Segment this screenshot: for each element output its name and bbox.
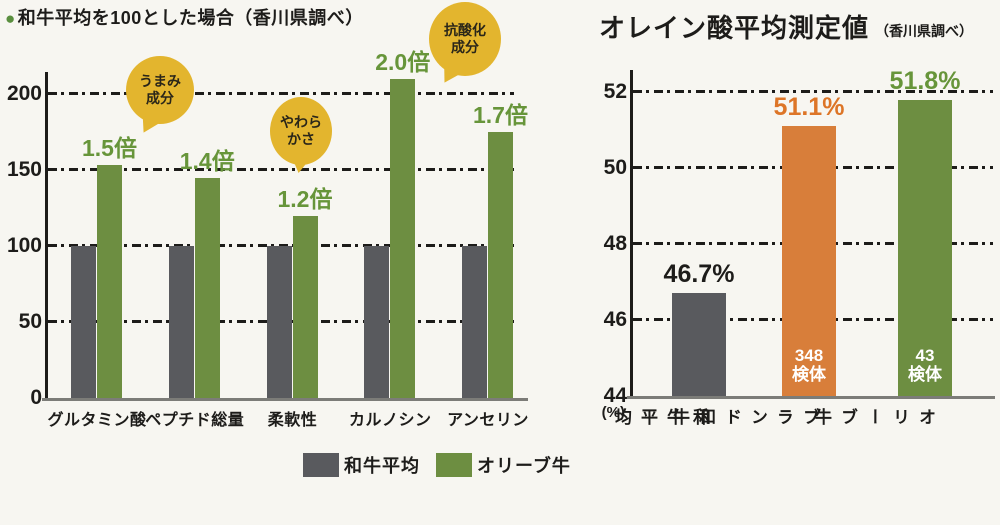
left-category-label-3: カルノシン (348, 412, 432, 429)
left-gridline-150 (48, 168, 514, 171)
left-ytick-200: 200 (6, 82, 42, 105)
right-chart-title-note: （香川県調べ） (875, 23, 974, 39)
left-ytick-100: 100 (6, 234, 42, 257)
left-bar-chart-plot: 0 50 100 150 200 1.5倍グルタミン酸 1.4倍ペプチド総量 1.2倍柔軟性 2… (7, 49, 528, 429)
bar-1-oleic: 348 検体 (782, 126, 836, 396)
right-ytick-52: 52 (603, 80, 627, 103)
oleic-value-label-0: 46.7% (663, 260, 735, 289)
right-bar-chart-plot: (%) 44 46 48 50 52 46.7% 和牛平均 348 検体 51.1% ブランド和牛… (602, 66, 995, 427)
left-category-label-0: グルタミン酸 (47, 412, 147, 429)
left-x-axis-line (42, 398, 528, 401)
right-chart-title-text: オレイン酸平均測定値 (599, 13, 870, 43)
multiplier-label-2: 1.2倍 (277, 185, 333, 212)
umami-annotation-bubble: うまみ成分 (126, 56, 194, 124)
olive-beef-label: オリーブ牛 (477, 456, 571, 476)
multiplier-label-0: 1.5倍 (82, 135, 137, 162)
legend-item-wagyu-average: 和牛平均 (303, 452, 420, 478)
multiplier-label-1: 1.4倍 (179, 147, 235, 174)
left-category-label-2: 柔軟性 (267, 412, 318, 429)
left-ytick-50: 50 (18, 310, 42, 333)
wagyu-average-label: 和牛平均 (344, 456, 420, 476)
legend-item-olive-beef: オリーブ牛 (436, 452, 571, 478)
bar-olive-beef-2 (292, 215, 318, 398)
right-ytick-44: 44 (603, 384, 627, 407)
bar-2-oleic: 43 検体 (898, 99, 952, 396)
tenderness-annotation-text: やわらかさ (280, 113, 322, 148)
bar-0-oleic (672, 293, 726, 396)
multiplier-label-4: 1.7倍 (473, 102, 528, 128)
green-bullet-icon: ● (5, 9, 16, 28)
right-category-label-1: ブランド和牛 (670, 408, 819, 427)
right-chart-title: オレイン酸平均測定値 （香川県調べ） (599, 8, 973, 45)
olive-beef-swatch (436, 453, 472, 477)
bar-olive-beef-4 (488, 132, 513, 398)
oleic-value-label-2: 51.8% (889, 66, 961, 95)
right-ytick-50: 50 (603, 156, 627, 179)
bar-olive-beef-1 (194, 177, 220, 398)
sample-count-label-2: 43 検体 (908, 345, 942, 385)
left-chart-title-text: 和牛平均を100とした場合（香川県調べ） (17, 8, 364, 28)
left-ytick-0: 0 (30, 386, 42, 409)
wagyu-average-swatch (303, 453, 339, 477)
right-x-axis-line (627, 396, 995, 399)
bar-wagyu-average-4 (462, 246, 487, 398)
left-gridline-200 (48, 92, 514, 95)
right-ytick-46: 46 (603, 308, 627, 331)
right-axis-unit-label: (%) (601, 404, 625, 421)
bar-wagyu-average-3 (364, 246, 390, 398)
umami-annotation-text: うまみ成分 (139, 72, 181, 107)
right-category-label-0: 和牛平均 (612, 408, 709, 427)
bar-wagyu-average-2 (266, 246, 292, 398)
left-category-label-4: アンセリン (447, 412, 529, 429)
left-category-label-1: ペプチド総量 (145, 412, 245, 429)
bar-olive-beef-0 (97, 165, 122, 398)
right-gridline-52 (633, 90, 993, 93)
legend: 和牛平均 オリーブ牛 (303, 452, 571, 478)
right-ytick-48: 48 (603, 232, 627, 255)
bar-olive-beef-3 (390, 78, 416, 398)
antioxidant-annotation-text: 抗酸化成分 (444, 21, 486, 56)
oleic-value-label-1: 51.1% (773, 93, 845, 122)
right-y-axis-line (630, 70, 633, 396)
left-y-axis-line (45, 72, 48, 398)
multiplier-label-3: 2.0倍 (375, 48, 431, 75)
right-category-label-2: オリーブ牛 (812, 408, 935, 427)
left-gridline-100 (48, 244, 514, 247)
sample-count-label-1: 348 検体 (792, 345, 826, 385)
bar-wagyu-average-1 (168, 246, 194, 398)
antioxidant-annotation-bubble: 抗酸化成分 (429, 2, 501, 76)
bar-wagyu-average-0 (71, 246, 96, 398)
left-chart-title: ● 和牛平均を100とした場合（香川県調べ） (5, 4, 364, 30)
tenderness-annotation-bubble: やわらかさ (270, 97, 332, 165)
left-ytick-150: 150 (6, 158, 42, 181)
